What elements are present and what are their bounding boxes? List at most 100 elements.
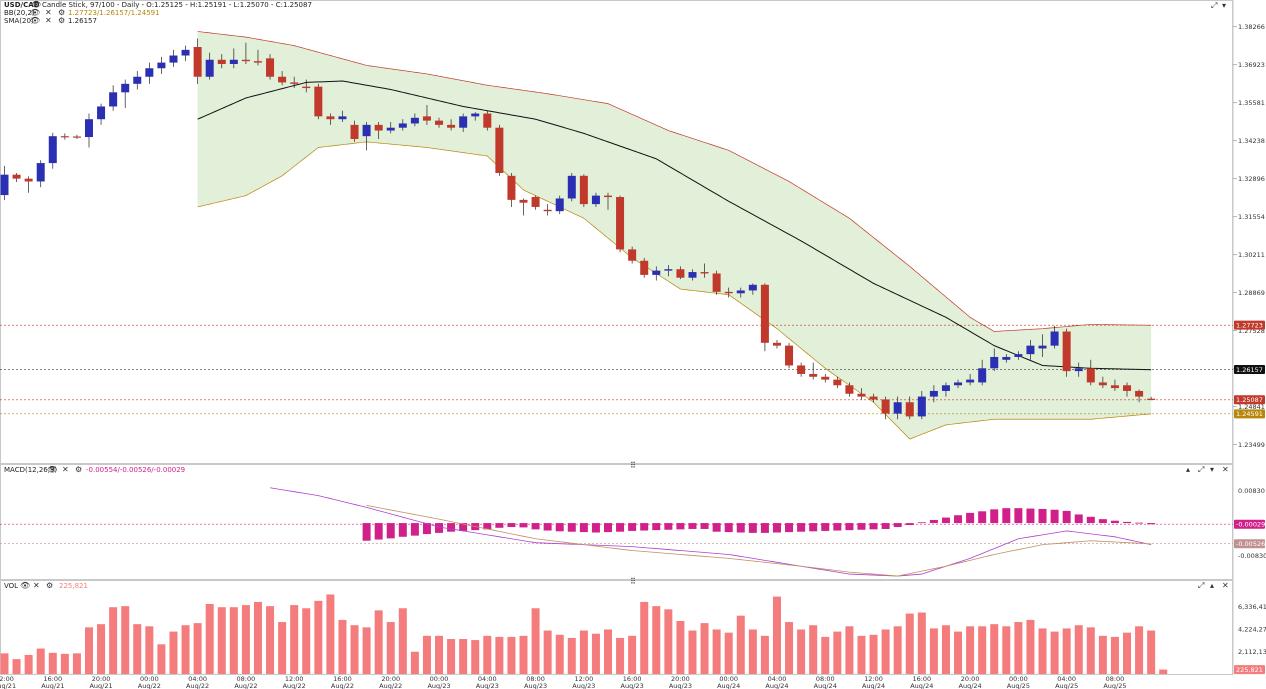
bb-label: BB(20,2): [4, 9, 35, 17]
volume-bar: [628, 635, 637, 674]
macd-histogram-bar: [1062, 510, 1071, 524]
candle-body: [857, 393, 866, 397]
candle-body: [471, 113, 480, 117]
volume-bar: [241, 605, 250, 674]
volume-bar: [893, 626, 902, 674]
sma-eye-icon[interactable]: 👁: [30, 16, 40, 25]
sma-remove-icon[interactable]: ✕: [45, 16, 52, 25]
macd-panel[interactable]: [0, 464, 1233, 580]
macd-move-down-icon[interactable]: ▾: [1210, 465, 1214, 474]
eye-icon[interactable]: 👁: [31, 0, 41, 9]
bb-settings-icon[interactable]: ⚙: [58, 8, 65, 17]
price-collapse-icon[interactable]: ▾: [1222, 1, 1226, 10]
date-tick-label: Aug/22: [234, 682, 257, 689]
volume-bar: [1038, 628, 1047, 674]
volume-bar: [422, 635, 431, 674]
time-tick-label: 16:00: [43, 675, 62, 683]
macd-histogram-bar: [1135, 522, 1144, 524]
macd-close-icon[interactable]: ✕: [1222, 465, 1229, 474]
vol-close-icon[interactable]: ✕: [1222, 581, 1229, 590]
date-tick-label: Aug/24: [765, 682, 788, 689]
volume-bar: [181, 625, 190, 674]
vol-settings-icon[interactable]: ⚙: [46, 581, 53, 590]
candle-body: [326, 116, 335, 120]
bb-remove-icon[interactable]: ✕: [45, 8, 52, 17]
price-tick-label: 1.27528: [1238, 327, 1265, 335]
candle-body: [990, 356, 999, 369]
volume-bar: [857, 635, 866, 674]
volume-bar: [917, 612, 926, 674]
macd-histogram-bar: [567, 523, 576, 532]
price-badge-label: 1.24591: [1236, 410, 1263, 418]
macd-move-up-icon[interactable]: ▴: [1186, 465, 1190, 474]
volume-bar: [748, 629, 757, 674]
candle-body: [1062, 331, 1071, 372]
volume-bar: [1002, 626, 1011, 674]
volume-bar: [966, 626, 975, 674]
volume-bar: [1123, 632, 1132, 674]
macd-remove-icon[interactable]: ✕: [62, 465, 69, 474]
candle-body: [881, 399, 890, 414]
candle-body: [48, 136, 57, 164]
vol-eye-icon[interactable]: 👁: [20, 581, 30, 590]
candle-body: [579, 175, 588, 205]
sma-settings-icon[interactable]: ⚙: [58, 16, 65, 25]
vol-expand-icon[interactable]: ⤢: [1197, 581, 1204, 590]
candle-body: [398, 123, 407, 128]
macd-resize-handle[interactable]: ⠿: [630, 461, 636, 470]
volume-bar: [1098, 635, 1107, 674]
bb-eye-icon[interactable]: 👁: [30, 8, 40, 17]
volume-bar: [193, 623, 202, 674]
macd-expand-icon[interactable]: ⤢: [1197, 465, 1204, 474]
date-tick-label: Aug/24: [910, 682, 933, 689]
date-tick-label: Aug/25: [1103, 682, 1126, 689]
volume-bar: [302, 608, 311, 674]
candle-body: [1123, 385, 1132, 391]
volume-bar: [519, 635, 528, 674]
volume-bar: [905, 613, 914, 674]
candle-body: [628, 249, 637, 261]
candle-body: [72, 136, 81, 138]
macd-histogram-bar: [1002, 508, 1011, 524]
price-tick-label: 1.23499: [1238, 441, 1265, 449]
volume-bar: [84, 627, 93, 674]
candle-body: [386, 127, 395, 131]
candle-body: [941, 385, 950, 391]
candle-body: [362, 124, 371, 137]
volume-bar: [109, 607, 118, 674]
time-tick-label: 04:00: [188, 675, 207, 683]
volume-bar: [990, 624, 999, 674]
candle-body: [278, 76, 287, 83]
volume-bar: [410, 651, 419, 674]
macd-histogram-bar: [929, 519, 938, 524]
candle-body: [495, 127, 504, 173]
macd-histogram-bar: [435, 523, 444, 533]
vol-remove-icon[interactable]: ✕: [33, 581, 40, 590]
sma-value: 1.26157: [68, 17, 97, 25]
vol-resize-handle[interactable]: ⠿: [630, 577, 636, 586]
date-tick-label: Aug/22: [379, 682, 402, 689]
volume-bar: [869, 634, 878, 674]
macd-histogram-bar: [362, 523, 371, 541]
vol-move-up-icon[interactable]: ▴: [1210, 581, 1214, 590]
candle-body: [1050, 331, 1059, 346]
macd-signal-line: [366, 505, 1152, 577]
candle-body: [193, 47, 202, 77]
candle-body: [785, 345, 794, 366]
candle-body: [60, 136, 69, 138]
price-tick-label: 1.28869: [1238, 289, 1265, 297]
date-tick-label: Aug/23: [572, 682, 595, 689]
macd-eye-icon[interactable]: 👁: [47, 465, 57, 474]
candle-body: [302, 86, 311, 89]
volume-bar: [253, 601, 262, 674]
macd-settings-icon[interactable]: ⚙: [75, 465, 82, 474]
candle-body: [519, 199, 528, 203]
date-tick-label: Aug/21: [89, 682, 112, 689]
price-expand-icon[interactable]: ⤢: [1210, 1, 1217, 10]
candle-body: [1026, 345, 1035, 355]
macd-histogram-bar: [676, 523, 685, 530]
time-tick-label: 08:00: [1106, 675, 1125, 683]
volume-bar: [1014, 622, 1023, 674]
volume-bar: [579, 630, 588, 674]
